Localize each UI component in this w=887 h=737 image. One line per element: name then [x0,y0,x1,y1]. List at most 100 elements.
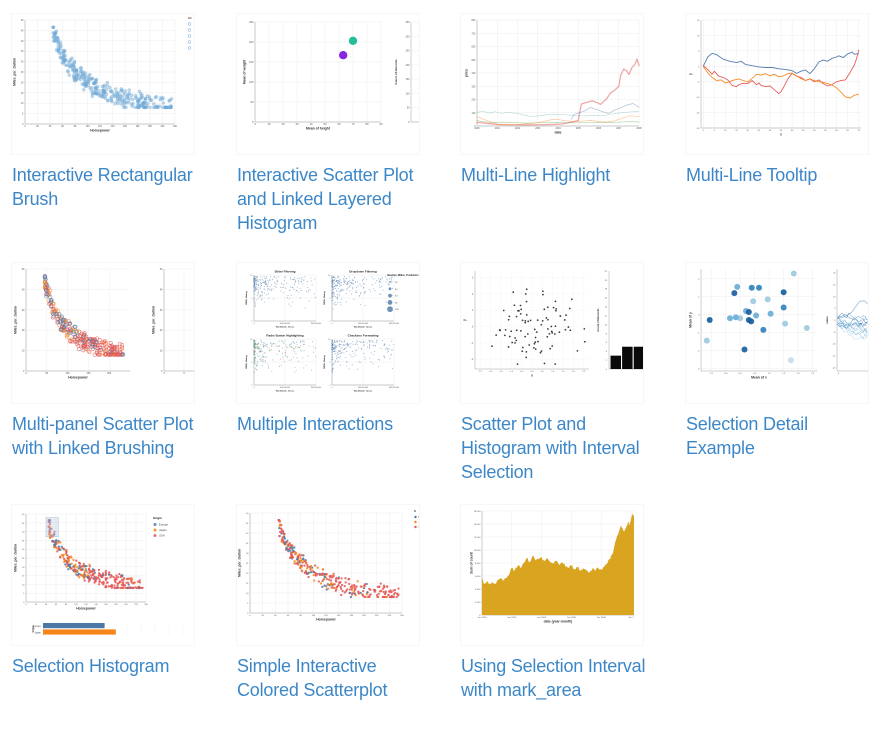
svg-text:180: 180 [362,615,366,617]
example-link[interactable]: Selection Histogram [12,656,170,676]
example-title: Interactive Rectangular Brush [12,163,198,211]
svg-text:100: 100 [395,309,399,311]
svg-text:USA: USA [419,526,420,529]
chart-thumbnail: -2.5 -2.0 -1.5 -1.0 -0.5 0.0 0.5 1.0 1.5 2.0 2.5 -2… [461,263,643,403]
example-link[interactable]: Interactive Scatter Plot and Linked Laye… [237,165,414,233]
svg-text:60: 60 [287,615,290,617]
svg-text:4,000: 4,000 [475,589,481,591]
svg-text:10: 10 [697,35,700,37]
svg-text:-5: -5 [834,332,837,334]
gallery-item: 0 20 40 60 80 100 120 140 160 180 200 220 240 0 5 10 15 2… [12,505,198,678]
svg-text:20: 20 [246,573,249,575]
example-link[interactable]: Multi-Line Tooltip [686,165,818,185]
svg-text:5: 5 [247,603,249,605]
svg-text:100: 100 [66,372,71,375]
example-link[interactable]: Using Selection Interval with mark_area [461,656,646,700]
svg-text:5: 5 [329,362,330,364]
example-link[interactable]: Scatter Plot and Histogram with Interval… [461,414,640,482]
svg-text:0: 0 [474,126,476,128]
svg-text:price: price [465,69,469,77]
thumbnail-multiple-interactions[interactable]: Slider Filtering 0 400,000,000 800,000,000 0… [237,263,419,403]
svg-text:120: 120 [324,615,328,617]
example-link[interactable]: Multi-panel Scatter Plot with Linked Bru… [12,414,194,458]
svg-text:0: 0 [332,387,333,389]
svg-text:80: 80 [299,615,302,617]
example-link[interactable]: Multi-Line Highlight [461,165,611,185]
example-link[interactable]: Interactive Rectangular Brush [12,165,193,209]
svg-text:20: 20 [35,604,38,606]
svg-text:1.0: 1.0 [768,373,772,375]
svg-text:2: 2 [698,279,700,281]
svg-text:15: 15 [21,93,24,95]
svg-text:-10: -10 [696,97,700,99]
svg-text:50: 50 [813,130,816,132]
svg-text:y: y [689,73,693,75]
svg-text:220: 220 [388,615,392,617]
svg-text:0: 0 [834,320,836,322]
thumbnail-multi-line-tooltip[interactable]: 0 5 10 15 20 25 30 35 40 45 50 55 60 65 70 -20 -15 -10 -5 0… [686,14,868,154]
thumbnail-simple-interactive-colored-scatterplot[interactable]: 0 20 40 60 80 100 120 140 160 180 200 220 240 0 5 10 15 2… [237,505,419,645]
svg-text:10: 10 [250,339,252,341]
svg-text:0: 0 [249,615,251,617]
svg-text:100: 100 [86,126,91,128]
svg-text:150: 150 [249,60,254,64]
svg-text:2006: 2006 [596,128,602,130]
svg-text:0: 0 [254,323,255,325]
svg-text:60: 60 [395,296,398,298]
example-link[interactable]: Simple Interactive Colored Scatterplot [237,656,388,700]
svg-text:8: 8 [606,333,608,335]
example-title: Scatter Plot and Histogram with Interval… [461,412,647,484]
svg-text:Europe: Europe [159,523,168,527]
svg-text:20: 20 [282,122,285,126]
svg-text:180: 180 [136,126,141,128]
thumbnail-interactive-rectangular-brush[interactable]: 0 20 40 60 80 100 120 140 160 180 200 220 240 0 5 10 15 2… [12,14,194,154]
gallery-item: 0 50 100 150 200 0 10 20 30 40 50 Horsepower Miles_p… [12,263,198,460]
svg-text:45: 45 [22,523,25,525]
thumbnail-selection-interval-mark-area[interactable]: Jan 2000 Jan 2002 Jan 2004 Jan 2006 Jan 2008… [461,505,643,645]
svg-text:25: 25 [758,130,761,132]
svg-text:5: 5 [23,593,25,595]
svg-text:0: 0 [703,130,705,132]
svg-text:1.5: 1.5 [782,373,786,375]
svg-text:30: 30 [22,549,25,551]
example-title: Selection Histogram [12,654,198,678]
svg-text:200: 200 [472,100,477,102]
svg-text:5: 5 [714,130,716,132]
thumbnail-multi-panel-scatter-linked-brushing[interactable]: 0 50 100 150 200 0 10 20 30 40 50 Horsepower Miles_p… [12,263,194,403]
svg-text:Count of Records: Count of Records [596,308,600,332]
chart-thumbnail: 0 5 10 15 20 25 30 35 40 45 50 55 60 65 70 -20 -15 -10 -5 0… [686,14,868,154]
example-link[interactable]: Multiple Interactions [237,414,393,434]
thumbnail-selection-detail-example[interactable]: -1.0 -0.5 0.0 0.5 1.0 1.5 2.0 2.5 -3 -2 -1 0 1 2 Mean … [686,263,868,403]
svg-text:0: 0 [247,613,249,615]
thumbnail-selection-histogram[interactable]: 0 20 40 60 80 100 120 140 160 180 200 220 240 0 5 10 15 2… [12,505,194,645]
gallery-item: 0 5 10 15 20 25 30 35 40 45 50 55 60 65 70 -20 -15 -10 -5 0… [686,14,872,187]
thumbnail-scatter-histogram-interval-selection[interactable]: -2.5 -2.0 -1.5 -1.0 -0.5 0.0 0.5 1.0 1.5 2.0 2.5 -2… [461,263,643,403]
svg-text:2.0: 2.0 [572,371,576,373]
svg-text:-2.0: -2.0 [489,371,493,373]
svg-text:Origin: Origin [32,625,35,633]
gallery-item: 0 20 40 60 80 100 120 140 160 180 200 220 240 0 5 10 15 2… [237,505,423,702]
svg-text:0: 0 [408,121,410,124]
svg-text:240: 240 [144,604,148,606]
gallery-item: -1.0 -0.5 0.0 0.5 1.0 1.5 2.0 2.5 -3 -2 -1 0 1 2 Mean … [686,263,872,460]
svg-text:0: 0 [24,126,26,128]
gallery-item: Jan 2000 Jan 2002 Jan 2004 Jan 2006 Jan 2008… [461,505,647,702]
example-link[interactable]: Selection Detail Example [686,414,808,458]
thumbnail-interactive-scatter-linked-histogram[interactable]: 0 10 20 30 40 50 60 70 80 90 0 50 100 150 200 250 Mean o… [237,14,419,154]
svg-text:10: 10 [246,593,249,595]
svg-text:Worldwide_Gross: Worldwide_Gross [354,391,373,393]
svg-text:0.0: 0.0 [739,373,743,375]
svg-text:IMDB_Rating: IMDB_Rating [245,355,248,369]
svg-text:250: 250 [406,50,411,53]
svg-text:300: 300 [472,86,477,88]
svg-text:700: 700 [472,33,477,35]
svg-text:14,000: 14,000 [474,524,481,526]
svg-text:8,000: 8,000 [475,563,481,565]
svg-text:-2: -2 [697,350,700,352]
svg-text:-1.5: -1.5 [499,371,503,373]
thumbnail-multi-line-highlight[interactable]: 2000 2001 2002 2003 2004 2005 2006 2007 2008 0 100… [461,14,643,154]
svg-text:100: 100 [406,92,411,95]
svg-text:800: 800 [472,20,477,22]
svg-text:Radio Button Highlighting: Radio Button Highlighting [266,334,303,338]
svg-text:150: 150 [86,372,91,375]
